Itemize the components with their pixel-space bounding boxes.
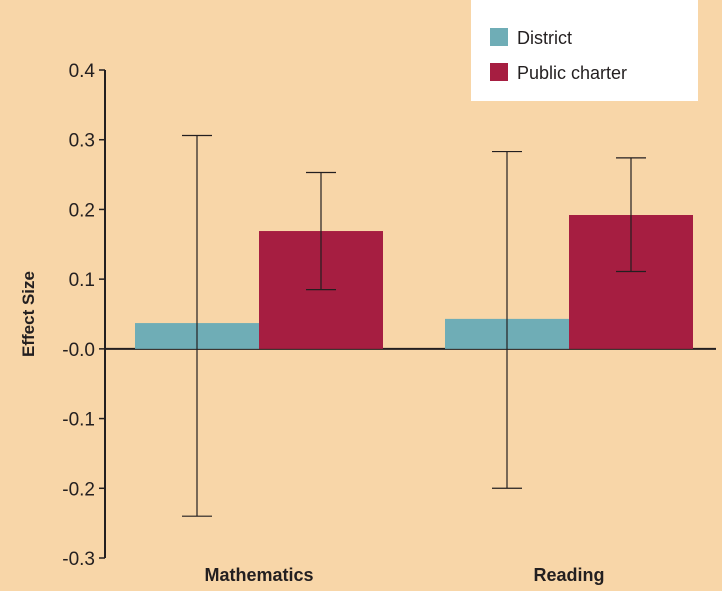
y-tick-label: 0.4 [69,61,96,82]
y-tick-label: 0.1 [69,270,95,291]
y-tick-label: -0.2 [62,479,95,500]
bars [135,215,693,349]
legend: District Public charter [471,0,698,101]
x-tick-label: Mathematics [204,565,313,585]
legend-swatch-public-charter [490,63,508,81]
y-tick-label: -0.1 [62,410,95,431]
y-axis-label: Effect Size [19,271,38,357]
y-tick-label: 0.3 [69,131,95,152]
y-tick-label: 0.2 [69,200,95,221]
legend-box [471,0,698,101]
legend-swatch-district [490,28,508,46]
error-bars [182,134,646,517]
x-tick-label: Reading [533,565,604,585]
x-tick-labels: Mathematics Reading [204,565,604,585]
legend-label-public-charter: Public charter [517,63,627,83]
legend-label-district: District [517,28,572,48]
y-tick-label: -0.3 [62,549,95,570]
y-tick-label: -0.0 [62,340,95,361]
